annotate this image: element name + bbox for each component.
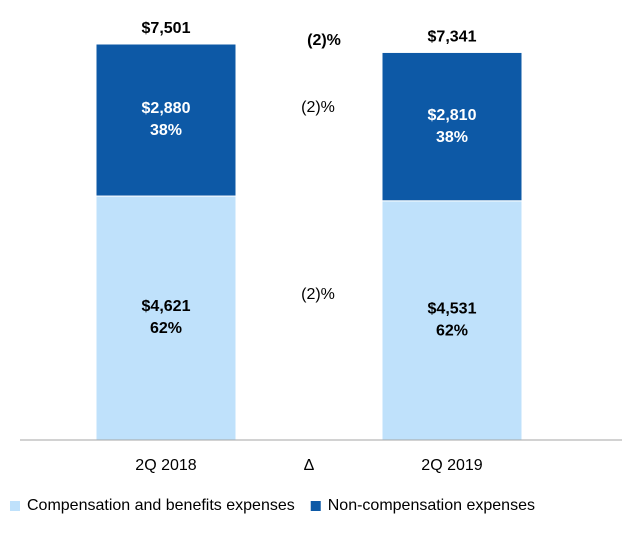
pct-label-non-compensation-expenses-2q-2019: 38%	[436, 129, 468, 146]
bar-compensation-and-benefits-expenses-2q-2018	[95, 195, 237, 441]
value-label-non-compensation-expenses-2q-2018: $2,880	[142, 100, 191, 117]
tick-labels: 2Q 2018 2Q 2019 Δ	[135, 457, 482, 474]
value-label-compensation-and-benefits-expenses-2q-2019: $4,531	[428, 301, 477, 318]
legend-swatch-non-compensation-expenses	[310, 501, 321, 511]
legend-label-non-compensation-expenses: Non-compensation expenses	[328, 497, 535, 514]
change-label-non-compensation-expenses: (2)%	[301, 99, 335, 116]
total-label-2q-2018: $7,501	[142, 20, 191, 37]
bar-non-compensation-expenses-2q-2019	[381, 51, 523, 202]
legend-label-compensation-and-benefits-expenses: Compensation and benefits expenses	[27, 497, 295, 514]
bar-compensation-and-benefits-expenses-2q-2019	[381, 200, 523, 441]
legend: Compensation and benefits expenses Non-co…	[10, 497, 535, 514]
tick-label-2q-2019: 2Q 2019	[421, 457, 482, 474]
tick-label-2q-2018: 2Q 2018	[135, 457, 196, 474]
change-label-compensation-and-benefits-expenses: (2)%	[301, 286, 335, 303]
value-label-non-compensation-expenses-2q-2019: $2,810	[428, 107, 477, 124]
legend-swatch-compensation-and-benefits-expenses	[10, 501, 20, 511]
value-label-compensation-and-benefits-expenses-2q-2018: $4,621	[142, 298, 191, 315]
pct-label-non-compensation-expenses-2q-2018: 38%	[150, 122, 182, 139]
bar-non-compensation-expenses-2q-2018	[95, 43, 237, 197]
total-change-label: (2)%	[307, 32, 341, 49]
bars-layer	[95, 43, 523, 441]
total-label-2q-2019: $7,341	[428, 29, 477, 46]
labels-layer: $4,621 62% $2,880 38% $7,501 $4,531 62% $2,810 3…	[142, 20, 477, 339]
delta-tick-label: Δ	[304, 457, 315, 474]
pct-label-compensation-and-benefits-expenses-2q-2019: 62%	[436, 323, 468, 340]
pct-label-compensation-and-benefits-expenses-2q-2018: 62%	[150, 320, 182, 337]
